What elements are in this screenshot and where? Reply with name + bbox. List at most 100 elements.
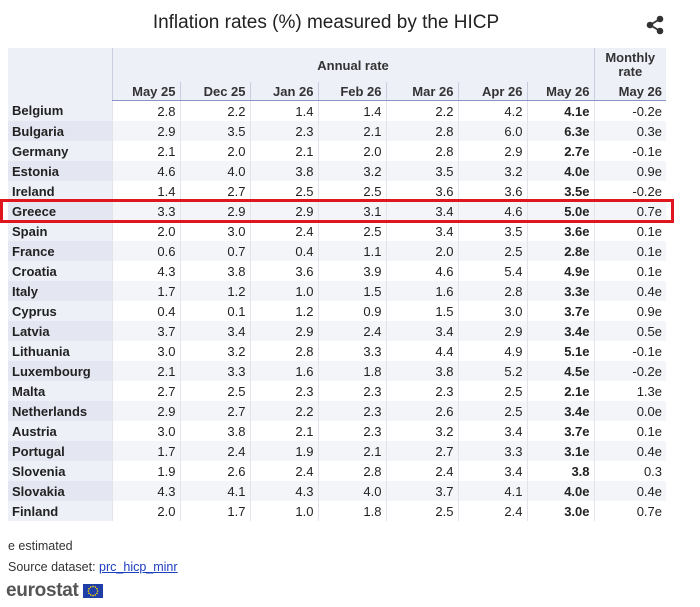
cell: 3.6 [457, 181, 527, 201]
cell: 2.9 [249, 201, 318, 221]
cell: 3.6e [526, 221, 595, 241]
cell: 1.5 [317, 281, 386, 301]
cell: 3.0 [179, 221, 250, 241]
row-label: France [8, 241, 112, 261]
cell: 1.2 [249, 301, 318, 321]
cell: 2.4 [179, 441, 250, 461]
cell: 0.3 [593, 461, 667, 481]
logo: eurostat [6, 580, 103, 602]
table-row: Luxembourg 2.1 3.3 1.6 1.8 3.8 5.2 4.5e -0.2e [8, 361, 667, 381]
logo-text: eurostat [6, 580, 79, 601]
table-row: Italy 1.7 1.2 1.0 1.5 1.6 2.8 3.3e 0.4e [8, 281, 667, 301]
title: Inflation rates (%) measured by the HICP [152, 12, 500, 33]
cell: 4.0 [317, 481, 386, 501]
cell: 1.0 [249, 501, 318, 521]
cell: 0.4 [249, 241, 318, 261]
flag-star [91, 594, 94, 597]
cell: 2.9 [111, 401, 180, 421]
cell: 6.3e [526, 121, 595, 141]
cell: 4.0 [179, 161, 250, 181]
cell: 1.7 [111, 281, 180, 301]
eu-flag [82, 584, 103, 598]
flag-star [91, 585, 94, 588]
cell: 2.0 [385, 241, 458, 261]
cell: 3.7 [111, 321, 180, 341]
cell: 0.7e [593, 201, 667, 221]
flag-star [89, 586, 92, 588]
cell: 3.0e [526, 501, 595, 521]
cell: 2.5 [317, 221, 386, 241]
cell: 0.4e [593, 441, 667, 461]
cell: 2.9 [179, 201, 250, 221]
cell: 4.3 [111, 481, 180, 501]
cell: 3.2 [317, 161, 386, 181]
cell: 3.9 [317, 261, 386, 281]
table-row: Netherlands 2.9 2.7 2.2 2.3 2.6 2.5 3.4e 0.0e [8, 401, 667, 421]
cell: 0.9e [593, 161, 667, 181]
cell: 2.7 [179, 181, 250, 201]
row-label: Malta [8, 381, 112, 401]
source-link[interactable]: prc_hicp_minr [99, 560, 178, 574]
cell: 3.5 [457, 221, 527, 241]
table-row: Ireland 1.4 2.7 2.5 2.5 3.6 3.6 3.5e -0.2e [8, 181, 667, 201]
cell: -0.1e [593, 341, 667, 361]
cell: -0.2e [593, 361, 667, 381]
flag-star [87, 592, 90, 595]
cell: 2.5 [457, 241, 527, 261]
cell: 2.1 [249, 141, 318, 161]
cell: 3.1e [526, 441, 595, 461]
cell: 2.8e [526, 241, 595, 261]
cell: 4.9 [457, 341, 527, 361]
flag-star [96, 590, 98, 592]
cell: 2.5 [249, 181, 318, 201]
row-label: Belgium [8, 100, 112, 121]
share-icon[interactable] [646, 15, 664, 35]
cell: 2.3 [317, 421, 386, 441]
cell: 5.1e [526, 341, 595, 361]
cell: 3.4 [385, 201, 458, 221]
cell: 2.8 [317, 461, 386, 481]
cell: 1.7 [111, 441, 180, 461]
cell: 1.7 [179, 501, 250, 521]
row-label: Lithuania [8, 341, 112, 361]
cell: 2.5 [457, 381, 527, 401]
cell: 2.4 [457, 501, 527, 521]
cell: 3.4 [179, 321, 250, 341]
cell: 2.1 [317, 121, 386, 141]
row-label: Latvia [8, 321, 112, 341]
flag-star [89, 594, 92, 596]
table-row: Latvia 3.7 3.4 2.9 2.4 3.4 2.9 3.4e 0.5e [8, 321, 667, 341]
cell: 2.2 [179, 100, 250, 121]
cell: 2.1 [111, 361, 180, 381]
cell: 2.0 [111, 501, 180, 521]
table-row: Portugal 1.7 2.4 1.9 2.1 2.7 3.3 3.1e 0.4e [8, 441, 667, 461]
table-row: France 0.6 0.7 0.4 1.1 2.0 2.5 2.8e 0.1e [8, 241, 667, 261]
row-label: Italy [8, 281, 112, 301]
row-label: Cyprus [8, 301, 112, 321]
row-label: Slovenia [8, 461, 112, 481]
cell: 2.7 [111, 381, 180, 401]
cell: 0.1 [179, 301, 250, 321]
cell: 2.0 [179, 141, 250, 161]
column-header: Feb 26 [317, 82, 386, 101]
row-label: Spain [8, 221, 112, 241]
cell: 4.4 [385, 341, 458, 361]
table-row: Lithuania 3.0 3.2 2.8 3.3 4.4 4.9 5.1e -0.1e [8, 341, 667, 361]
cell: 2.8 [111, 100, 180, 121]
column-header: Jan 26 [249, 82, 318, 101]
cell: 2.4 [249, 221, 318, 241]
flag-star [95, 587, 98, 590]
cell: 2.3 [317, 381, 386, 401]
cell: 2.9 [457, 321, 527, 341]
cell: 4.0e [526, 161, 595, 181]
cell: 4.2 [457, 100, 527, 121]
cell: 3.4e [526, 321, 595, 341]
cell: 3.8 [179, 421, 250, 441]
cell: 1.3e [593, 381, 667, 401]
cell: 3.6 [385, 181, 458, 201]
cell: 2.7e [526, 141, 595, 161]
cell: 2.8 [457, 281, 527, 301]
flag-star [94, 594, 96, 596]
column-header: Dec 25 [179, 82, 250, 101]
cell: 1.2 [179, 281, 250, 301]
